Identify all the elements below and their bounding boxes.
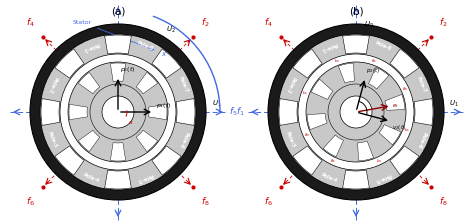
Wedge shape — [390, 146, 419, 175]
Text: $\alpha$: $\alpha$ — [128, 119, 134, 126]
Text: Pole-1: Pole-1 — [82, 41, 100, 52]
Circle shape — [30, 24, 206, 200]
Wedge shape — [379, 125, 401, 145]
Text: Pole-3: Pole-3 — [285, 130, 296, 148]
Wedge shape — [55, 49, 84, 78]
Wedge shape — [343, 35, 369, 54]
Circle shape — [340, 96, 372, 128]
Text: $f_6$: $f_6$ — [26, 195, 35, 208]
Circle shape — [68, 62, 168, 162]
Wedge shape — [279, 99, 298, 125]
Text: $f_8$: $f_8$ — [439, 195, 448, 208]
Text: $\delta_s$: $\delta_s$ — [372, 58, 377, 65]
Text: $p_2(t)$: $p_2(t)$ — [120, 65, 136, 74]
Wedge shape — [78, 72, 100, 94]
Text: $e_t$: $e_t$ — [392, 102, 400, 110]
Circle shape — [268, 24, 444, 200]
Wedge shape — [176, 99, 195, 125]
Wedge shape — [78, 130, 100, 152]
Wedge shape — [293, 49, 322, 78]
Circle shape — [328, 84, 384, 140]
Text: $b_n$: $b_n$ — [335, 58, 341, 65]
Text: Pole-6: Pole-6 — [178, 130, 189, 148]
Wedge shape — [136, 72, 158, 94]
Text: $x$: $x$ — [161, 50, 167, 58]
Circle shape — [298, 54, 414, 170]
Text: (b): (b) — [349, 6, 363, 16]
Wedge shape — [105, 170, 131, 189]
Wedge shape — [343, 170, 369, 189]
Text: (a): (a) — [111, 6, 125, 16]
Text: Stator: Stator — [73, 20, 154, 50]
Text: Pole-8: Pole-8 — [374, 41, 392, 52]
Text: Pole-1: Pole-1 — [320, 41, 338, 52]
Text: $b_s$: $b_s$ — [404, 127, 410, 134]
Text: Pole-5: Pole-5 — [136, 172, 154, 183]
Wedge shape — [323, 135, 343, 157]
Wedge shape — [357, 141, 374, 161]
Wedge shape — [136, 130, 158, 152]
Circle shape — [306, 62, 406, 162]
Wedge shape — [385, 95, 405, 110]
Text: $f_2$: $f_2$ — [439, 16, 448, 29]
Wedge shape — [152, 146, 181, 175]
Text: $\delta_n$: $\delta_n$ — [304, 131, 310, 139]
Circle shape — [40, 34, 196, 190]
Wedge shape — [105, 35, 131, 54]
Text: $f_1$: $f_1$ — [236, 106, 245, 118]
Text: $\delta_s$: $\delta_s$ — [330, 157, 336, 165]
Text: $f_4$: $f_4$ — [264, 16, 273, 29]
Text: Pole-2: Pole-2 — [47, 76, 58, 94]
Text: $p_1(t)$: $p_1(t)$ — [156, 101, 172, 110]
Text: $b_n$: $b_n$ — [376, 157, 382, 165]
Wedge shape — [293, 146, 322, 175]
Text: $U_2$: $U_2$ — [364, 20, 374, 30]
Text: $U_1$: $U_1$ — [212, 99, 222, 109]
Wedge shape — [390, 49, 419, 78]
Circle shape — [278, 34, 434, 190]
Circle shape — [102, 96, 134, 128]
Text: $f_6$: $f_6$ — [264, 195, 273, 208]
Wedge shape — [369, 67, 389, 89]
Text: Pole-5: Pole-5 — [374, 172, 392, 183]
Wedge shape — [55, 146, 84, 175]
Text: Pole-7: Pole-7 — [178, 76, 189, 94]
Text: Pole-8: Pole-8 — [136, 41, 154, 52]
Wedge shape — [152, 49, 181, 78]
Circle shape — [60, 54, 176, 170]
Text: $f_2$: $f_2$ — [201, 16, 210, 29]
Wedge shape — [69, 104, 87, 120]
Wedge shape — [110, 63, 126, 81]
Wedge shape — [307, 114, 327, 129]
Text: Pole-4: Pole-4 — [320, 172, 338, 183]
Text: $v_2(t)$: $v_2(t)$ — [392, 123, 406, 132]
Text: Pole-3: Pole-3 — [47, 130, 58, 148]
Text: $\delta_n$: $\delta_n$ — [402, 85, 408, 93]
Circle shape — [90, 84, 146, 140]
Text: $b_s$: $b_s$ — [302, 90, 308, 97]
Wedge shape — [338, 63, 355, 83]
Text: $U_2$: $U_2$ — [166, 24, 176, 34]
Text: Pole-7: Pole-7 — [416, 76, 427, 94]
Text: Pole-2: Pole-2 — [285, 76, 296, 94]
Text: $f_5$: $f_5$ — [229, 106, 238, 118]
Text: $f_4$: $f_4$ — [26, 16, 35, 29]
Text: $f_8$: $f_8$ — [201, 195, 210, 208]
Wedge shape — [41, 99, 60, 125]
Wedge shape — [148, 104, 167, 120]
Text: Pole-6: Pole-6 — [416, 130, 427, 148]
Wedge shape — [311, 79, 333, 99]
Wedge shape — [414, 99, 433, 125]
Wedge shape — [110, 143, 126, 161]
Text: Pole-4: Pole-4 — [82, 172, 100, 183]
Text: $p_2(t)$: $p_2(t)$ — [366, 66, 380, 75]
Text: $U_1$: $U_1$ — [449, 99, 459, 109]
